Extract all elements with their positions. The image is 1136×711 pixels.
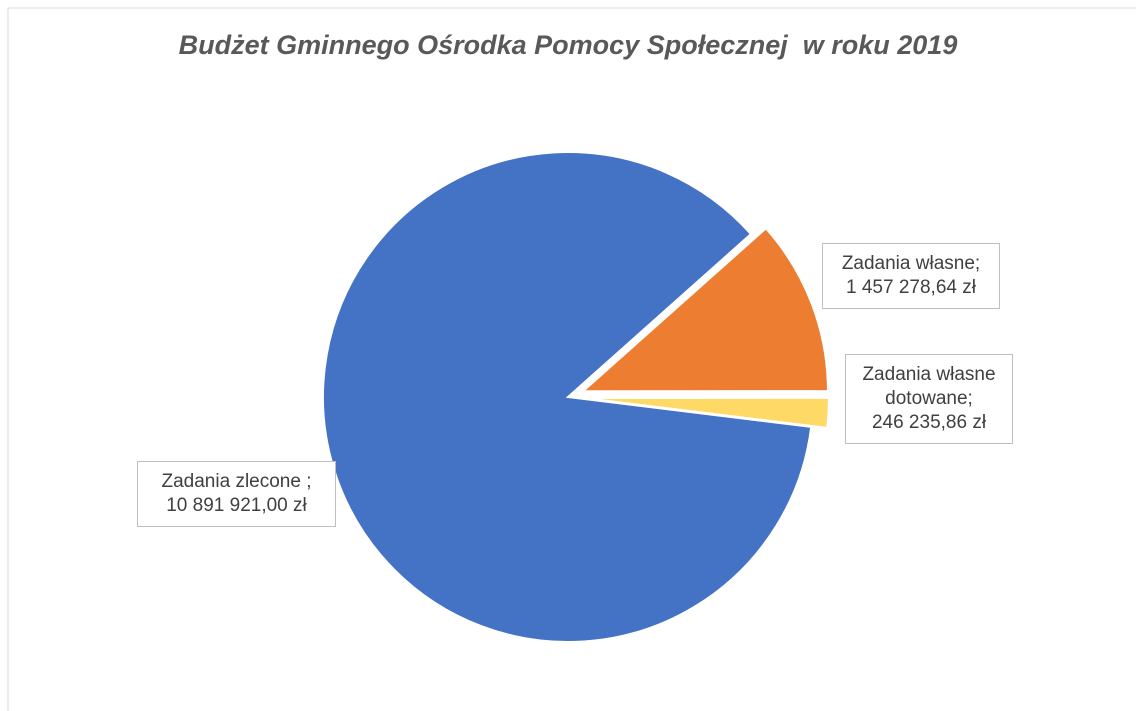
data-label-category: Zadania własne; [841, 253, 981, 274]
chart-border [7, 7, 1136, 711]
pie-slice [580, 226, 829, 393]
data-label: Zadania własne dotowane; 246 235,86 zł [845, 354, 1013, 444]
chart-title: Budżet Gminnego Ośrodka Pomocy Społeczne… [178, 30, 958, 60]
pie-slice [583, 396, 830, 429]
data-label: Zadania własne; 1 457 278,64 zł [822, 243, 1000, 309]
data-label-value: 10 891 921,00 zł [166, 495, 307, 516]
data-label-value: 246 235,86 zł [871, 412, 987, 433]
data-label-value: 1 457 278,64 zł [846, 277, 976, 298]
data-label-category: Zadania zlecone ; [161, 471, 312, 492]
data-label-category: Zadania własne dotowane; [862, 364, 996, 409]
data-label: Zadania zlecone ; 10 891 921,00 zł [137, 461, 336, 527]
